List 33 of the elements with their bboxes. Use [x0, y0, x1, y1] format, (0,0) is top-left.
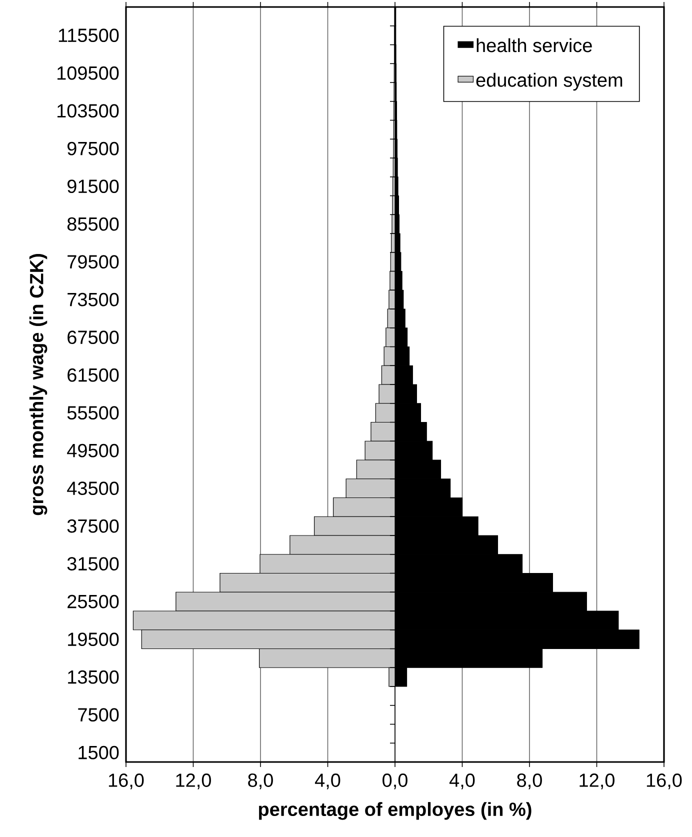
y-tick-label: 97500: [68, 142, 119, 156]
y-tick-label: 67500: [68, 330, 119, 344]
y-tick-label: 7500: [78, 708, 119, 722]
y-tick-label: 31500: [67, 557, 119, 571]
x-tick-label: 4,0: [449, 774, 475, 790]
y-tick-label: 37500: [67, 519, 119, 533]
y-tick-label: 79500: [68, 255, 119, 269]
y-tick-label: 49500: [67, 444, 119, 458]
y-tick-label: 91500: [68, 180, 119, 194]
y-tick-label: 43500: [67, 482, 119, 496]
x-tick-label: 12,0: [580, 774, 614, 790]
x-tick-label: 16,0: [646, 774, 682, 790]
y-tick-label: 115500: [58, 28, 119, 42]
x-tick-label: 0,0: [382, 774, 408, 790]
y-tick-label: 109500: [58, 66, 119, 80]
legend-label: health service: [476, 38, 592, 52]
x-tick-label: 8,0: [248, 774, 273, 790]
y-axis-title: gross monthly wage (in CZK): [29, 254, 48, 516]
y-tick-label: 61500: [68, 368, 119, 382]
x-axis-title: percentage of employes (in %): [258, 802, 532, 820]
x-tick-label: 4,0: [314, 774, 340, 790]
y-tick-label: 25500: [68, 594, 119, 608]
y-tick-label: 1500: [78, 746, 119, 760]
y-tick-label: 85500: [67, 217, 119, 231]
x-tick-label: 12,0: [176, 774, 211, 790]
y-tick-label: 19500: [68, 632, 119, 646]
y-tick-label: 103500: [58, 104, 119, 118]
x-tick-label: 8,0: [517, 774, 542, 790]
legend-label: education system: [476, 72, 622, 91]
y-tick-label: 13500: [68, 670, 119, 684]
y-tick-label: 55500: [67, 406, 119, 420]
x-tick-label: 16,0: [108, 774, 144, 790]
y-tick-label: 73500: [68, 292, 119, 306]
